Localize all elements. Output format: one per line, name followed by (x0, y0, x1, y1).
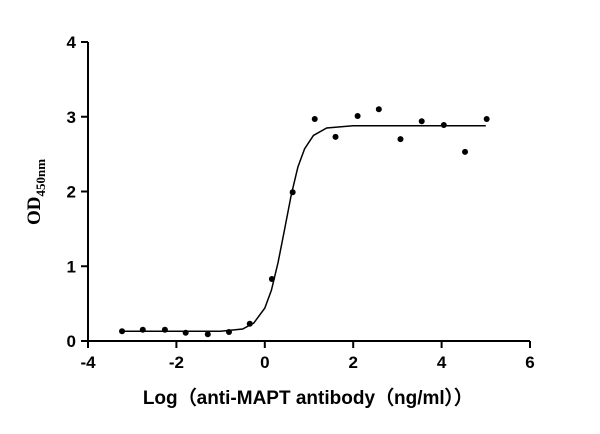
fit-curve (123, 124, 486, 333)
data-point (462, 148, 469, 155)
x-axis-label: Log（anti-MAPT antibody（ng/ml）） (143, 386, 473, 409)
y-tick-label: 4 (67, 33, 77, 52)
data-point (289, 189, 296, 196)
y-tick-label: 1 (67, 257, 76, 276)
data-point (483, 115, 490, 122)
data-point (139, 326, 146, 333)
data-point (311, 115, 318, 122)
x-tick-label: 2 (348, 353, 357, 372)
x-tick-label: 0 (260, 353, 269, 372)
data-point (204, 331, 211, 338)
data-point (119, 328, 126, 335)
y-tick-label: 0 (67, 332, 76, 351)
y-axis-label-main: OD (24, 197, 45, 226)
data-point (246, 320, 253, 327)
y-axis-label: OD450nm (24, 159, 48, 225)
data-point (418, 118, 425, 125)
y-tick-label: 3 (67, 108, 76, 127)
y-axis-label-sub: 450nm (33, 159, 48, 197)
x-tick-label: -2 (169, 353, 184, 372)
data-point (375, 106, 382, 113)
x-tick-label: -4 (80, 353, 96, 372)
data-point (182, 329, 189, 336)
y-tick-label: 2 (67, 183, 76, 202)
data-point (397, 136, 404, 143)
data-point (332, 133, 339, 140)
data-point (268, 275, 275, 282)
data-point (440, 121, 447, 128)
x-tick-label: 6 (525, 353, 534, 372)
data-point (354, 113, 361, 120)
data-point (225, 329, 232, 336)
x-tick-label: 4 (437, 353, 447, 372)
data-point (161, 326, 168, 333)
